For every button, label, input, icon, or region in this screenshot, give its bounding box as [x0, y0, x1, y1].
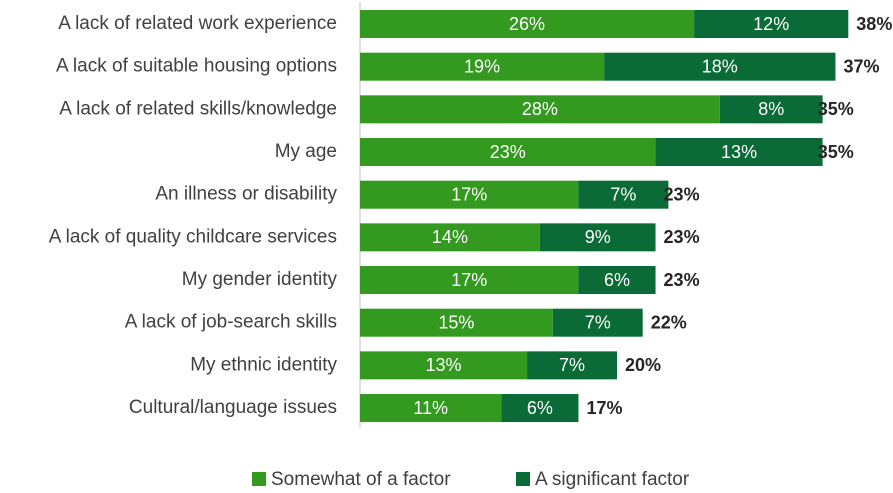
segment-label: 12% [753, 14, 789, 34]
segment-label: 23% [490, 142, 526, 162]
bar-segment [501, 394, 579, 423]
segment-label: 11% [413, 398, 448, 418]
bar-segment [360, 10, 695, 38]
segment-label: 7% [610, 184, 636, 204]
segment-label: 19% [464, 56, 500, 76]
segment-label: 17% [451, 184, 487, 204]
bar-segment [527, 351, 617, 380]
bar-segment [578, 266, 656, 295]
bar-segment [552, 308, 643, 337]
legend-label: Somewhat of a factor [271, 469, 451, 490]
legend-swatch [252, 472, 266, 486]
segment-label: 6% [527, 398, 553, 418]
bar-segment [360, 52, 605, 81]
segment-label: 7% [585, 312, 611, 332]
bar-segment [360, 308, 553, 337]
total-label: 35% [818, 99, 854, 119]
category-label: My age [275, 141, 337, 162]
total-label: 17% [586, 398, 622, 418]
segment-label: 13% [721, 142, 757, 162]
total-label: 23% [664, 227, 700, 247]
bar-segment [578, 180, 669, 209]
total-label: 35% [818, 142, 854, 162]
category-label: Cultural/language issues [129, 397, 337, 418]
total-label: 23% [664, 270, 700, 290]
bar-segment [655, 138, 823, 167]
category-label: A lack of job-search skills [125, 312, 337, 333]
total-label: 22% [651, 312, 687, 332]
category-label: A lack of suitable housing options [56, 56, 337, 77]
total-label: 37% [843, 56, 879, 76]
category-label: My gender identity [182, 269, 338, 290]
segment-label: 15% [438, 312, 474, 332]
legend-swatch [516, 472, 530, 486]
total-label: 23% [664, 184, 700, 204]
bar-segment [360, 95, 720, 124]
total-label: 38% [856, 14, 892, 34]
bar-segment [360, 180, 579, 209]
total-label: 20% [625, 355, 661, 375]
segment-label: 7% [559, 355, 585, 375]
category-label: A lack of related work experience [58, 13, 337, 34]
bar-segment [360, 351, 528, 380]
bar-segment [360, 138, 656, 167]
segment-label: 26% [509, 14, 545, 34]
category-label: A lack of related skills/knowledge [59, 98, 337, 119]
segment-label: 14% [432, 227, 468, 247]
bar-segment [360, 266, 579, 295]
segment-label: 17% [451, 270, 487, 290]
bar-segment [604, 52, 836, 81]
segment-label: 6% [604, 270, 630, 290]
bar-segment [719, 95, 823, 124]
category-label: My ethnic identity [190, 354, 337, 375]
segment-label: 9% [585, 227, 611, 247]
segment-label: 28% [522, 99, 558, 119]
category-label: An illness or disability [155, 184, 337, 205]
category-label: A lack of quality childcare services [49, 226, 337, 247]
legend-label: A significant factor [535, 469, 690, 490]
bar-segment [360, 394, 502, 423]
bar-segment [694, 10, 849, 38]
segment-label: 13% [426, 355, 462, 375]
bar-segment [539, 223, 656, 252]
segment-label: 18% [702, 56, 738, 76]
bar-segment [360, 223, 540, 252]
segment-label: 8% [758, 99, 784, 119]
